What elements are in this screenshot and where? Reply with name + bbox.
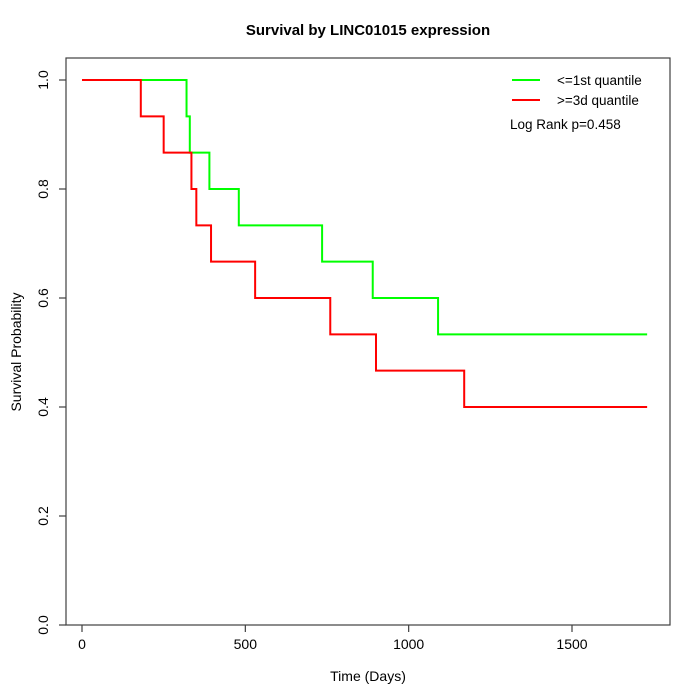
x-tick-label: 1000 (393, 636, 424, 652)
legend-item-high-expression: >=3d quantile (512, 90, 642, 110)
y-tick-label: 1.0 (35, 70, 51, 90)
legend-line-sample-green (512, 79, 540, 81)
y-tick-label: 0.0 (35, 615, 51, 635)
legend-label-high: >=3d quantile (557, 92, 639, 108)
y-tick-label: 0.4 (35, 397, 51, 417)
x-tick-label: 0 (78, 636, 86, 652)
legend: <=1st quantile >=3d quantile (512, 70, 642, 110)
survival-curve-high-expression (82, 79, 648, 408)
chart-title: Survival by LINC01015 expression (245, 22, 491, 39)
y-tick-label: 0.2 (35, 506, 51, 526)
legend-item-low-expression: <=1st quantile (512, 70, 642, 90)
x-axis-label: Time (Days) (330, 668, 406, 684)
y-tick-label: 0.8 (35, 179, 51, 199)
y-axis-label: Survival Probability (8, 292, 24, 412)
x-tick-label: 500 (234, 636, 258, 652)
plot-box (65, 57, 671, 626)
y-tick-label: 0.6 (35, 288, 51, 308)
survival-curve-low-expression (82, 79, 648, 336)
logrank-annotation: Log Rank p=0.458 (510, 117, 621, 132)
legend-line-sample-red (512, 99, 540, 101)
x-tick-label: 1500 (556, 636, 587, 652)
legend-label-low: <=1st quantile (557, 72, 642, 88)
